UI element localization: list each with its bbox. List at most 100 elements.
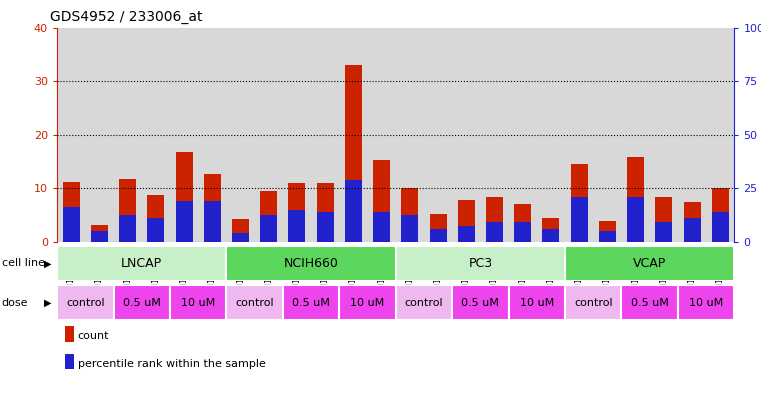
Text: control: control: [405, 298, 443, 308]
Bar: [486, 197, 503, 242]
Bar: [260, 215, 277, 242]
Bar: [396, 285, 452, 320]
Text: 0.5 uM: 0.5 uM: [461, 298, 499, 308]
Bar: [514, 204, 531, 242]
Text: ▶: ▶: [44, 258, 52, 268]
Bar: [458, 200, 475, 242]
Text: LNCAP: LNCAP: [121, 257, 162, 270]
Bar: [119, 215, 136, 242]
Bar: [452, 285, 508, 320]
Bar: [480, 28, 508, 242]
Bar: [486, 222, 503, 242]
Bar: [62, 182, 80, 242]
Bar: [57, 246, 227, 281]
Bar: [204, 201, 221, 242]
Bar: [113, 285, 170, 320]
Bar: [712, 188, 729, 242]
Bar: [288, 209, 305, 242]
Bar: [537, 28, 565, 242]
Bar: [176, 201, 193, 242]
Text: 0.5 uM: 0.5 uM: [631, 298, 669, 308]
Bar: [57, 28, 85, 242]
Bar: [113, 28, 142, 242]
Bar: [514, 222, 531, 242]
Text: cell line: cell line: [2, 258, 45, 268]
Bar: [565, 285, 622, 320]
Bar: [255, 28, 283, 242]
Text: percentile rank within the sample: percentile rank within the sample: [78, 358, 266, 369]
Bar: [176, 152, 193, 242]
Bar: [198, 28, 227, 242]
Bar: [508, 285, 565, 320]
Bar: [142, 28, 170, 242]
Text: VCAP: VCAP: [633, 257, 667, 270]
Text: 10 uM: 10 uM: [181, 298, 215, 308]
Bar: [170, 28, 198, 242]
Bar: [706, 28, 734, 242]
Text: 10 uM: 10 uM: [689, 298, 723, 308]
Bar: [148, 218, 164, 242]
Text: GDS4952 / 233006_at: GDS4952 / 233006_at: [50, 10, 202, 24]
Bar: [91, 224, 108, 242]
Text: 10 uM: 10 uM: [350, 298, 384, 308]
Bar: [368, 28, 396, 242]
Text: control: control: [66, 298, 104, 308]
Bar: [227, 28, 255, 242]
Bar: [204, 174, 221, 242]
Bar: [85, 28, 113, 242]
Bar: [655, 197, 672, 242]
Bar: [678, 28, 706, 242]
Bar: [401, 215, 419, 242]
Bar: [345, 65, 361, 242]
Bar: [232, 219, 249, 242]
Text: 0.5 uM: 0.5 uM: [292, 298, 330, 308]
Bar: [396, 246, 565, 281]
Bar: [288, 183, 305, 242]
Bar: [424, 28, 452, 242]
Bar: [260, 191, 277, 242]
Bar: [599, 221, 616, 242]
Text: 0.5 uM: 0.5 uM: [123, 298, 161, 308]
Bar: [458, 226, 475, 242]
Bar: [311, 28, 339, 242]
Bar: [170, 285, 227, 320]
Bar: [543, 229, 559, 242]
Text: ▶: ▶: [44, 298, 52, 308]
Bar: [339, 28, 368, 242]
Bar: [401, 188, 419, 242]
Bar: [508, 28, 537, 242]
Bar: [62, 208, 80, 242]
Bar: [283, 28, 311, 242]
Bar: [429, 214, 447, 242]
Bar: [622, 285, 678, 320]
Bar: [119, 179, 136, 242]
Bar: [317, 183, 333, 242]
Bar: [565, 28, 594, 242]
Text: dose: dose: [2, 298, 28, 308]
Bar: [396, 28, 424, 242]
Bar: [622, 28, 650, 242]
Text: PC3: PC3: [468, 257, 492, 270]
Bar: [683, 218, 700, 242]
Bar: [571, 164, 587, 242]
Bar: [655, 222, 672, 242]
Bar: [594, 28, 622, 242]
Text: NCIH660: NCIH660: [284, 257, 339, 270]
Bar: [91, 231, 108, 242]
Bar: [429, 229, 447, 242]
Text: 10 uM: 10 uM: [520, 298, 554, 308]
Bar: [227, 246, 396, 281]
Bar: [345, 180, 361, 242]
Text: control: control: [235, 298, 274, 308]
Bar: [373, 212, 390, 242]
Bar: [683, 202, 700, 242]
Bar: [317, 212, 333, 242]
Bar: [227, 285, 283, 320]
Bar: [627, 197, 644, 242]
Bar: [339, 285, 396, 320]
Bar: [571, 197, 587, 242]
Bar: [627, 157, 644, 242]
Bar: [452, 28, 480, 242]
Bar: [712, 212, 729, 242]
Bar: [232, 233, 249, 242]
